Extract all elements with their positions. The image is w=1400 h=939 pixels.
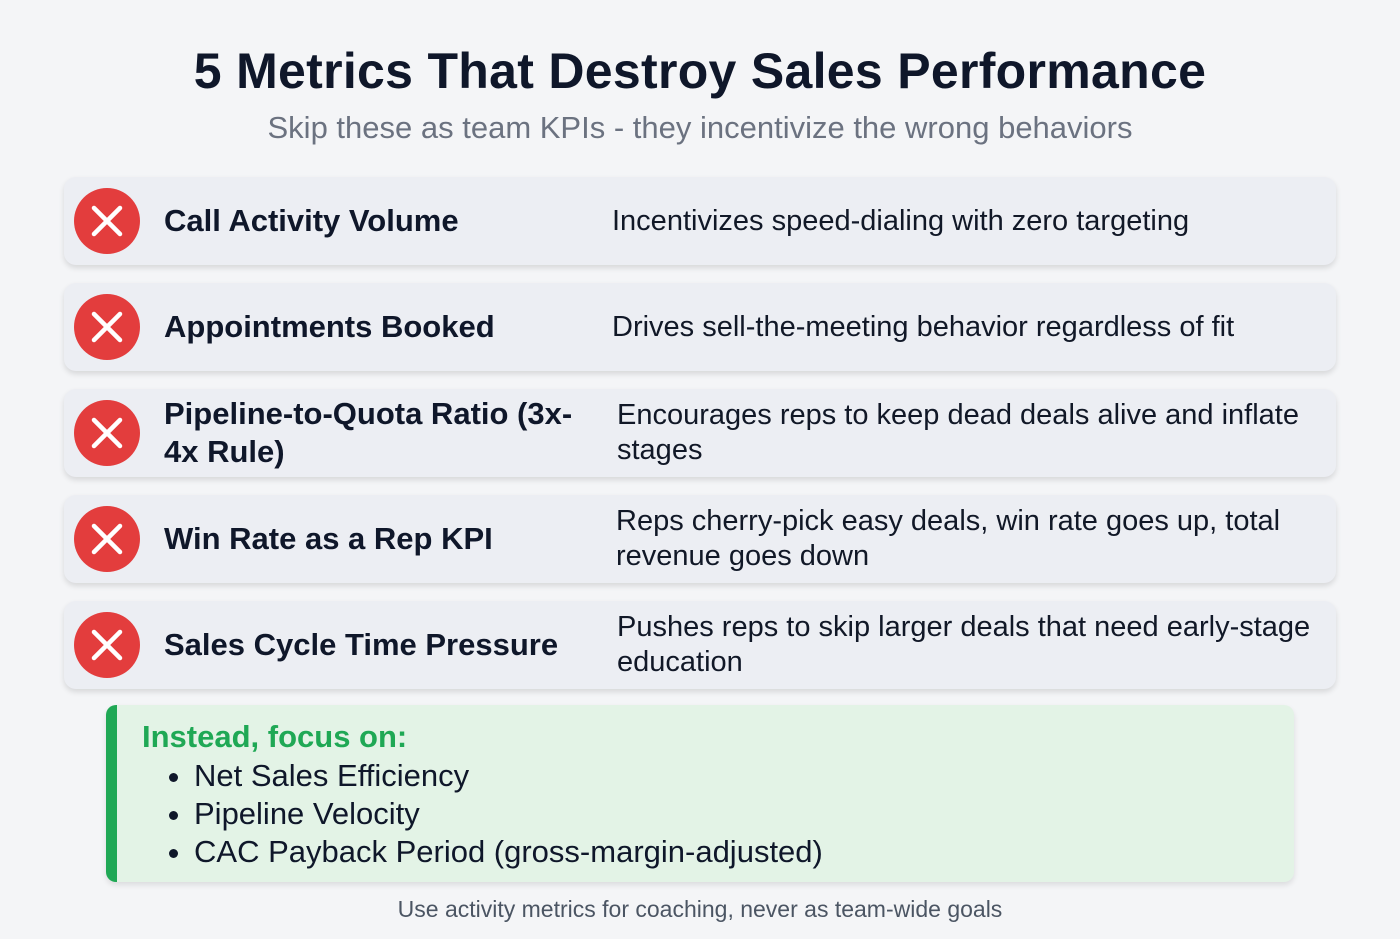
metric-description: Incentivizes speed-dialing with zero tar… <box>612 204 1190 237</box>
focus-item: Net Sales Efficiency <box>194 757 823 795</box>
page-title: 5 Metrics That Destroy Sales Performance <box>193 43 1207 99</box>
focus-item: Pipeline Velocity <box>194 795 823 833</box>
metric-description: Encourages reps to keep dead deals alive… <box>617 399 1299 466</box>
metric-description: Drives sell-the-meeting behavior regardl… <box>612 310 1235 343</box>
x-circle-icon <box>74 506 140 572</box>
metric-name: Sales Cycle Time Pressure <box>164 627 559 662</box>
metric-description: Pushes reps to skip larger deals that ne… <box>617 611 1311 678</box>
metric-row: Appointments Booked Drives sell-the-meet… <box>64 283 1336 371</box>
x-circle-icon <box>74 400 140 466</box>
focus-item: CAC Payback Period (gross-margin-adjuste… <box>194 833 823 871</box>
page-subtitle: Skip these as team KPIs - they incentivi… <box>267 110 1133 145</box>
focus-panel: Instead, focus on: Net Sales Efficiency … <box>106 705 1294 882</box>
metric-description: Reps cherry-pick easy deals, win rate go… <box>616 505 1281 572</box>
metric-name: Pipeline-to-Quota Ratio (3x-4x Rule) <box>164 396 573 469</box>
metric-name: Appointments Booked <box>164 309 495 344</box>
metric-row: Sales Cycle Time Pressure Pushes reps to… <box>64 601 1336 689</box>
x-circle-icon <box>74 612 140 678</box>
metric-name: Win Rate as a Rep KPI <box>164 521 493 556</box>
metric-row: Win Rate as a Rep KPI Reps cherry-pick e… <box>64 495 1336 583</box>
footer-note: Use activity metrics for coaching, never… <box>397 896 1003 922</box>
x-circle-icon <box>74 294 140 360</box>
metric-row: Call Activity Volume Incentivizes speed-… <box>64 177 1336 265</box>
focus-title: Instead, focus on: <box>142 719 408 754</box>
x-circle-icon <box>74 188 140 254</box>
focus-list: Net Sales Efficiency Pipeline Velocity C… <box>166 757 823 871</box>
accent-bar <box>106 705 117 882</box>
metric-name: Call Activity Volume <box>164 203 459 238</box>
metric-row: Pipeline-to-Quota Ratio (3x-4x Rule) Enc… <box>64 389 1336 477</box>
